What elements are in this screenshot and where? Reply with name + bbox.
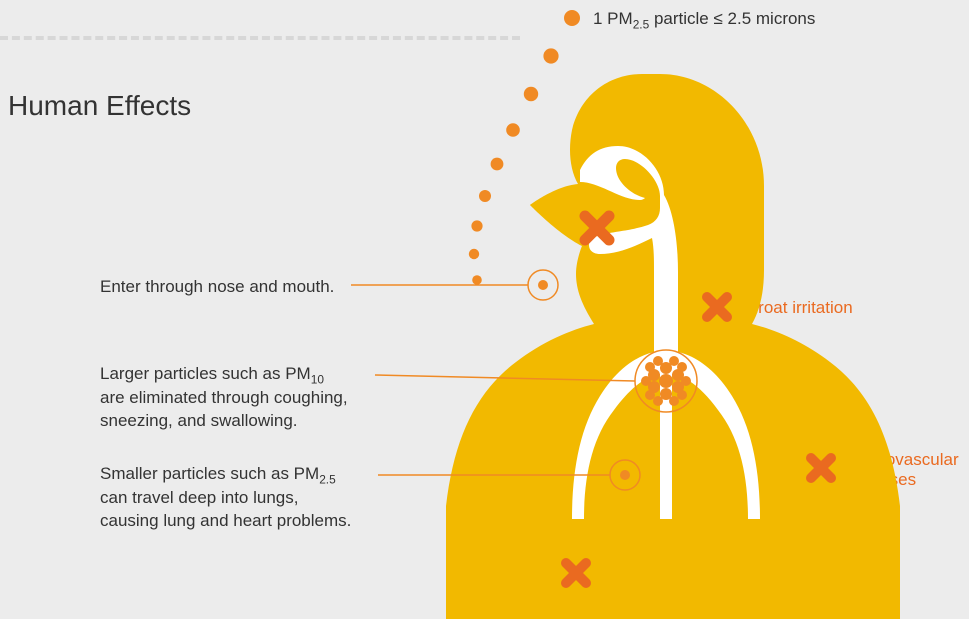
x-mark-throat	[707, 297, 727, 317]
x-mark-cardio	[811, 458, 831, 478]
page-title: Human Effects	[8, 90, 191, 122]
human-silhouette	[446, 74, 900, 619]
callout-ring-enter	[528, 270, 558, 300]
callout-ring-pm25	[610, 460, 640, 490]
airway-overlay	[572, 146, 760, 519]
callout-ring-pm10	[635, 350, 697, 412]
caption-pm10: Larger particles such as PM10 are elimin…	[100, 340, 348, 433]
scale-label: 1 PM2.5 particle ≤ 2.5 microns	[593, 8, 815, 32]
x-mark-nose	[585, 216, 609, 240]
caption-pm25: Smaller particles such as PM2.5 can trav…	[100, 440, 351, 533]
label-cardiovascular: cardiovascular diseases	[849, 450, 959, 489]
callout-line-pm10	[375, 375, 635, 381]
caption-enter: Enter through nose and mouth.	[100, 276, 334, 299]
label-lung-problems: lung problems, even lung cancer	[604, 555, 733, 594]
particle-trail	[469, 10, 580, 285]
label-nose-irritation: nose irritation	[625, 219, 727, 239]
callout-dot-pm25	[620, 470, 630, 480]
label-throat-irritation: throat irritation	[744, 298, 853, 318]
pm10-particle-cluster	[641, 356, 691, 406]
top-dashed-line	[0, 36, 520, 40]
callout-dot-enter	[538, 280, 548, 290]
x-mark-lung	[566, 563, 586, 583]
